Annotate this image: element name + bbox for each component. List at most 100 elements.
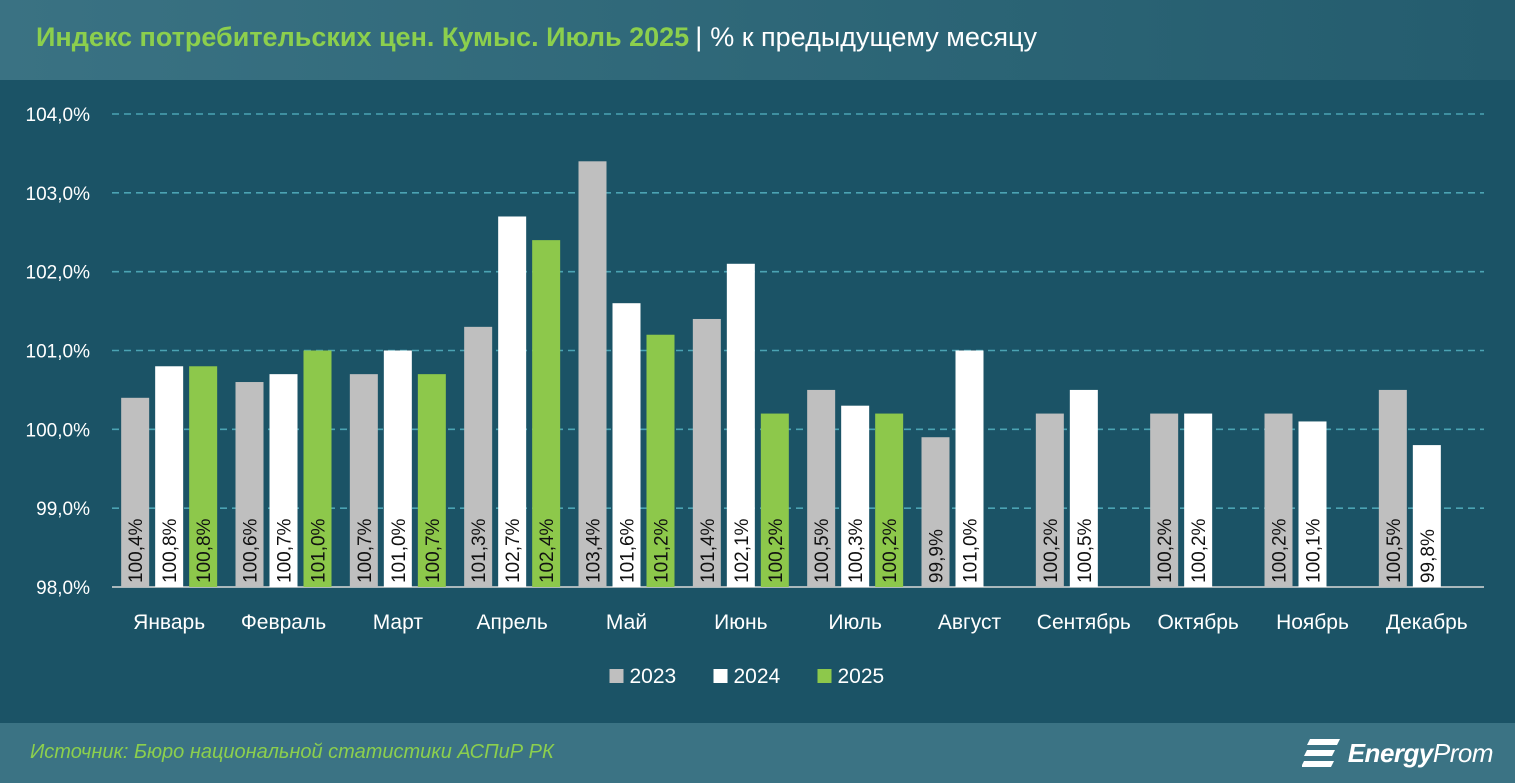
data-label: 100,2% (766, 518, 787, 583)
data-label: 101,0% (389, 518, 410, 583)
data-label: 100,2% (1270, 518, 1291, 583)
bar-2024-5 (726, 263, 755, 587)
bar-2025-4 (646, 334, 675, 587)
x-tick-label: Февраль (241, 611, 326, 634)
bar-2024-2 (383, 350, 412, 587)
bar-2023-11 (1378, 389, 1407, 587)
bar-2023-6 (807, 389, 836, 587)
bar-2023-5 (692, 318, 721, 587)
bar-2024-3 (498, 216, 527, 587)
legend-swatch-2025 (817, 669, 832, 683)
bar-2024-1 (269, 374, 298, 587)
data-label: 102,7% (503, 518, 524, 583)
data-label: 100,5% (812, 518, 833, 583)
x-tick-label: Апрель (477, 611, 548, 634)
bar-2024-10 (1298, 421, 1327, 587)
data-label: 100,1% (1304, 518, 1325, 583)
data-label: 103,4% (584, 518, 605, 583)
bar-2023-1 (235, 382, 264, 587)
data-label: 100,7% (423, 518, 444, 583)
bar-2024-4 (612, 303, 641, 587)
brand-name: EnergyProm (1347, 737, 1494, 769)
data-label: 102,1% (732, 518, 753, 583)
bar-2025-2 (417, 374, 446, 587)
bar-2025-6 (875, 413, 904, 587)
bar-2025-1 (303, 350, 332, 587)
x-tick-label: Декабрь (1386, 611, 1468, 634)
bar-2023-10 (1264, 413, 1293, 587)
data-label: 101,6% (618, 518, 639, 583)
data-label: 102,4% (537, 518, 558, 583)
bar-2024-8 (1069, 389, 1098, 587)
bar-2024-0 (155, 366, 184, 587)
title-main: Индекс потребительских цен. Кумыс. Июль … (36, 22, 690, 52)
bar-2023-7 (921, 437, 950, 587)
footer-bar: Источник: Бюро национальной статистики А… (0, 723, 1515, 783)
legend-swatch-2024 (713, 669, 728, 683)
bar-2023-4 (578, 161, 607, 588)
bar-2023-8 (1035, 413, 1064, 587)
bar-2025-3 (532, 240, 561, 587)
bar-2024-6 (841, 405, 870, 587)
data-label: 100,2% (1189, 518, 1210, 583)
data-label: 100,2% (880, 518, 901, 583)
x-tick-label: Март (373, 611, 424, 634)
bar-2023-3 (464, 326, 493, 587)
x-tick-label: Октябрь (1157, 611, 1238, 634)
bar-2025-0 (189, 366, 218, 587)
source-note: Источник: Бюро национальной статистики А… (30, 741, 554, 763)
data-label: 100,2% (1155, 518, 1176, 583)
data-label: 99,8% (1418, 529, 1439, 583)
bar-2023-9 (1150, 413, 1179, 587)
chart-panel: 104,0% 103,0% 102,0% 101,0% 100,0% 99,0% 98,0%… (0, 80, 1515, 723)
data-label: 100,2% (1041, 518, 1062, 583)
chart-title: Индекс потребительских цен. Кумыс. Июль … (36, 22, 1037, 53)
legend-label-2023: 2023 (630, 665, 677, 688)
bar-2025-5 (760, 413, 789, 587)
x-tick-label: Ноябрь (1276, 611, 1349, 634)
x-tick-label: Январь (133, 611, 205, 634)
brand-name-light: Prom (1432, 737, 1494, 768)
legend-label-2024: 2024 (734, 665, 781, 688)
data-label: 100,4% (126, 518, 147, 583)
x-tick-label: Май (606, 611, 647, 634)
data-label: 100,7% (355, 518, 376, 583)
energyprom-logo-icon (1301, 739, 1340, 767)
data-label: 100,5% (1384, 518, 1405, 583)
data-label: 100,8% (160, 518, 181, 583)
data-label: 100,6% (241, 518, 262, 583)
y-tick-label: 99,0% (36, 499, 90, 520)
data-label: 100,5% (1075, 518, 1096, 583)
bar-chart: 104,0% 103,0% 102,0% 101,0% 100,0% 99,0% 98,0%… (26, 105, 1484, 688)
data-label: 100,3% (846, 518, 867, 583)
data-label: 100,8% (194, 518, 215, 583)
title-subtitle: % к предыдущему месяцу (710, 22, 1037, 52)
y-tick-label: 103,0% (26, 184, 91, 205)
brand-logo: EnergyProm (1301, 735, 1494, 771)
y-tick-label: 104,0% (26, 105, 91, 126)
data-label: 101,4% (698, 518, 719, 583)
header-bar: Индекс потребительских цен. Кумыс. Июль … (0, 0, 1515, 80)
y-tick-label: 102,0% (26, 263, 91, 284)
data-label: 100,7% (275, 518, 296, 583)
data-label: 101,3% (469, 518, 490, 583)
x-tick-label: Сентябрь (1037, 611, 1131, 634)
title-separator: | (695, 22, 703, 52)
x-tick-label: Июль (828, 611, 882, 634)
legend-label-2025: 2025 (838, 665, 885, 688)
data-label: 101,0% (961, 518, 982, 583)
legend-swatch-2023 (609, 669, 624, 683)
bar-2024-11 (1412, 445, 1441, 587)
bar-2024-7 (955, 350, 984, 587)
data-label: 99,9% (927, 529, 948, 583)
x-tick-label: Август (938, 611, 1002, 634)
bar-2023-2 (349, 374, 378, 587)
y-tick-label: 101,0% (26, 342, 91, 363)
brand-name-bold: Energy (1347, 737, 1434, 768)
y-tick-label: 100,0% (26, 420, 91, 441)
bar-2023-0 (121, 397, 150, 587)
data-label: 101,0% (309, 518, 330, 583)
data-label: 101,2% (652, 518, 673, 583)
x-tick-label: Июнь (714, 611, 767, 634)
